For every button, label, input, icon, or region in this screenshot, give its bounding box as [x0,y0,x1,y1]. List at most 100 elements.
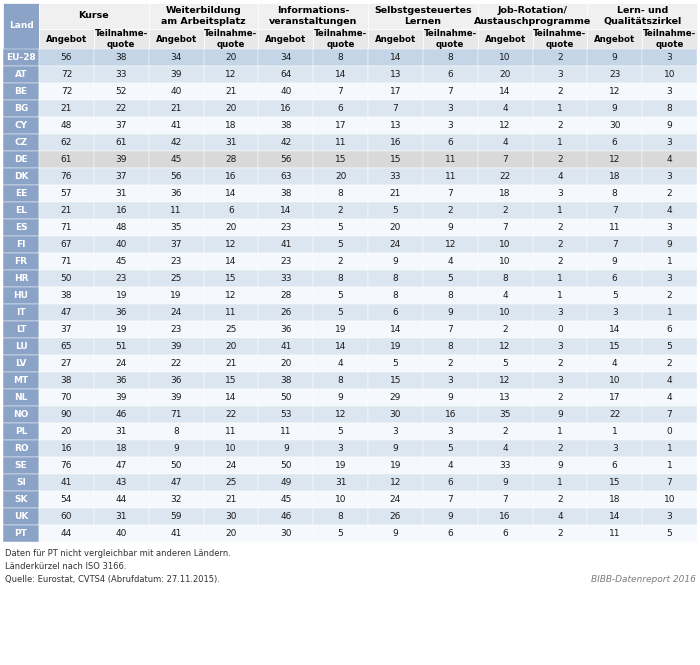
Text: 14: 14 [335,70,346,79]
Text: 8: 8 [447,342,453,351]
Text: 31: 31 [116,427,127,436]
Bar [39,29,94,49]
Bar [587,474,642,491]
Bar [204,83,258,100]
Text: 35: 35 [170,223,182,232]
Text: 50: 50 [61,274,72,283]
Bar [258,151,313,168]
Bar [148,321,204,338]
Text: 47: 47 [116,461,127,470]
Text: 30: 30 [280,529,291,538]
Text: 11: 11 [609,223,620,232]
Bar [477,151,533,168]
Text: Teilnahme-
quote: Teilnahme- quote [94,29,148,49]
Bar [94,287,148,304]
Text: 3: 3 [666,512,673,521]
Text: EE: EE [15,189,27,198]
Text: 12: 12 [499,342,511,351]
Bar [39,287,94,304]
Bar [39,474,94,491]
Text: 71: 71 [61,257,72,266]
Text: 65: 65 [61,342,72,351]
Text: 23: 23 [609,70,620,79]
Bar [204,355,258,372]
Text: 12: 12 [225,240,237,249]
Text: 21: 21 [225,495,237,504]
Text: 9: 9 [612,104,617,113]
Text: 13: 13 [499,393,511,402]
Bar [423,49,477,66]
Bar [94,491,148,508]
Bar [642,219,697,236]
Bar [94,338,148,355]
Text: 10: 10 [335,495,346,504]
Bar [94,100,148,117]
Bar [3,253,39,270]
Bar [39,270,94,287]
Bar [148,49,204,66]
Bar [3,440,39,457]
Text: 7: 7 [612,240,617,249]
Bar [423,525,477,542]
Text: 43: 43 [116,478,127,487]
Bar [477,372,533,389]
Text: 50: 50 [280,393,291,402]
Bar [642,372,697,389]
Bar [587,270,642,287]
Text: 24: 24 [390,495,401,504]
Bar [313,525,368,542]
Text: RO: RO [14,444,28,453]
Bar [642,202,697,219]
Bar [423,185,477,202]
Text: 25: 25 [225,325,237,334]
Text: 21: 21 [390,189,401,198]
Text: 1: 1 [557,104,563,113]
Bar [3,389,39,406]
Text: 6: 6 [447,138,453,147]
Bar [204,134,258,151]
Text: EL: EL [15,206,27,215]
Text: 56: 56 [280,155,291,164]
Text: Teilnahme-
quote: Teilnahme- quote [643,29,696,49]
Text: 41: 41 [280,342,291,351]
Bar [258,440,313,457]
Bar [368,389,423,406]
Text: 6: 6 [337,104,344,113]
Text: 5: 5 [337,240,344,249]
Bar [204,423,258,440]
Text: 8: 8 [447,291,453,300]
Bar [477,491,533,508]
Text: 24: 24 [225,461,237,470]
Text: 21: 21 [170,104,182,113]
Bar [477,117,533,134]
Text: 10: 10 [499,308,511,317]
Bar [94,457,148,474]
Bar [39,457,94,474]
Bar [204,372,258,389]
Text: 6: 6 [393,308,398,317]
Bar [39,440,94,457]
Text: 2: 2 [447,359,453,368]
Text: 8: 8 [612,189,617,198]
Bar [94,134,148,151]
Bar [642,440,697,457]
Bar [423,202,477,219]
Bar [423,321,477,338]
Bar [313,491,368,508]
Text: 39: 39 [170,393,182,402]
Bar [587,525,642,542]
Text: 14: 14 [609,512,620,521]
Bar [204,508,258,525]
Text: 16: 16 [225,172,237,181]
Bar [258,3,368,29]
Text: 9: 9 [447,393,453,402]
Bar [368,270,423,287]
Bar [477,202,533,219]
Text: 4: 4 [503,104,508,113]
Text: 10: 10 [499,257,511,266]
Bar [204,287,258,304]
Bar [477,168,533,185]
Text: 2: 2 [557,359,563,368]
Text: 3: 3 [612,444,617,453]
Bar [368,168,423,185]
